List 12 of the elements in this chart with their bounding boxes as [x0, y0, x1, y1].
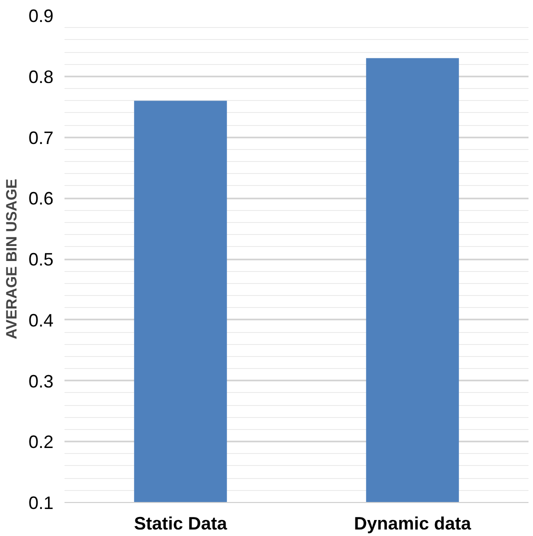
- x-tick-label: Static Data: [134, 514, 228, 534]
- x-tick-label: Dynamic data: [354, 514, 472, 534]
- y-tick-label: 0.2: [28, 432, 54, 452]
- y-tick-label: 0.8: [28, 66, 54, 87]
- y-tick-label: 0.6: [28, 188, 54, 209]
- y-tick-label: 0.9: [28, 6, 54, 26]
- y-tick-label: 0.1: [28, 493, 54, 513]
- y-tick-label: 0.7: [28, 128, 54, 148]
- y-tick-label: 0.3: [28, 371, 54, 392]
- y-tick-label: 0.5: [28, 250, 54, 270]
- y-axis-title: AVERAGE BIN USAGE: [3, 178, 20, 340]
- y-tick-label: 0.4: [28, 310, 54, 330]
